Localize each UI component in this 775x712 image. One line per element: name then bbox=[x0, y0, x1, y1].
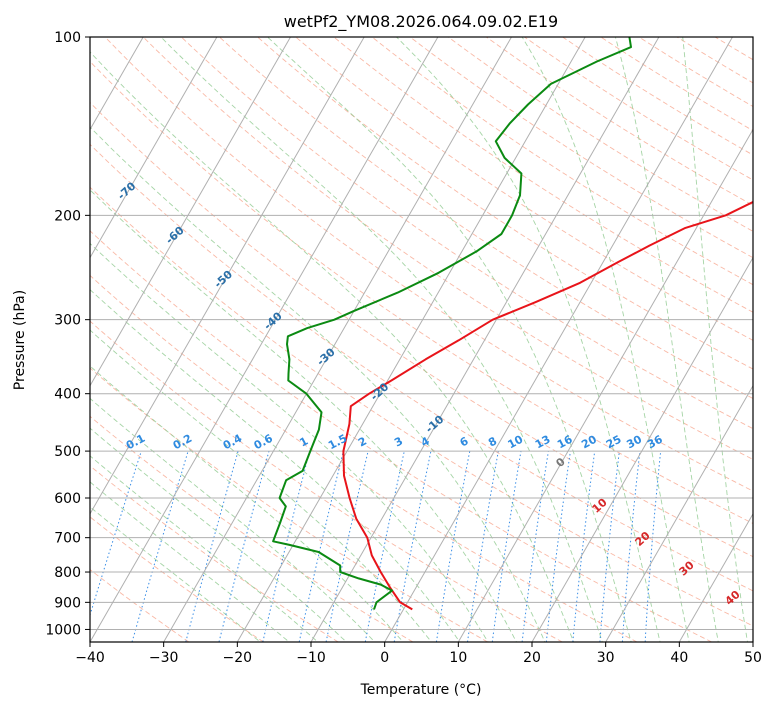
x-tick-label: 10 bbox=[449, 650, 467, 666]
isotherm-line bbox=[753, 37, 775, 642]
x-tick-label: 40 bbox=[670, 650, 688, 666]
x-tick-label: 30 bbox=[597, 650, 615, 666]
plot-background bbox=[90, 37, 753, 642]
y-axis-label: Pressure (hPa) bbox=[12, 290, 28, 390]
x-tick-label: −10 bbox=[296, 650, 326, 666]
dry-adiabat-label: -80 bbox=[62, 143, 86, 166]
chart-title: wetPf2_YM08.2026.064.09.02.E19 bbox=[284, 12, 558, 32]
x-tick-label: −30 bbox=[149, 650, 179, 666]
y-tick-label: 100 bbox=[54, 30, 81, 46]
dry-adiabat-label: -90 bbox=[9, 108, 33, 131]
y-tick-label: 200 bbox=[54, 208, 81, 224]
x-tick-label: −20 bbox=[223, 650, 253, 666]
y-tick-label: 1000 bbox=[45, 622, 81, 638]
x-tick-label: 50 bbox=[744, 650, 762, 666]
y-tick-label: 300 bbox=[54, 313, 81, 329]
x-axis-label: Temperature (°C) bbox=[360, 682, 482, 698]
y-tick-label: 900 bbox=[54, 595, 81, 611]
y-tick-label: 400 bbox=[54, 387, 81, 403]
y-tick-label: 800 bbox=[54, 565, 81, 581]
isotherm-line bbox=[0, 37, 70, 642]
y-tick-label: 700 bbox=[54, 531, 81, 547]
x-tick-label: 20 bbox=[523, 650, 541, 666]
x-tick-label: 0 bbox=[380, 650, 389, 666]
x-tick-label: −40 bbox=[75, 650, 105, 666]
y-tick-label: 600 bbox=[54, 491, 81, 507]
y-tick-label: 500 bbox=[54, 444, 81, 460]
